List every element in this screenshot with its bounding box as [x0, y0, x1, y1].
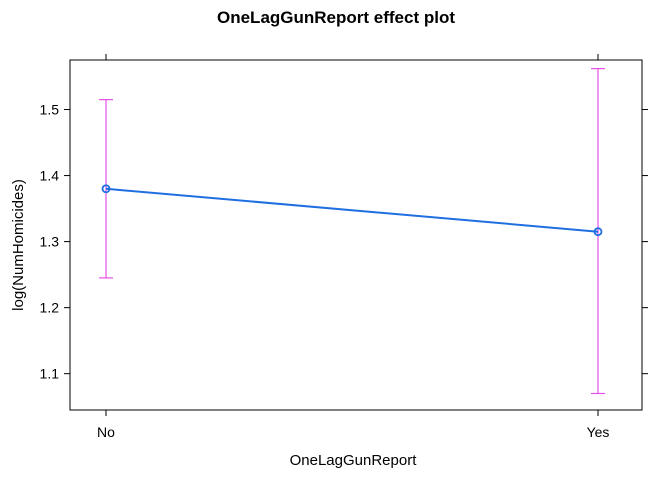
effect-point: [593, 227, 603, 237]
y-axis-ticks: 1.1 1.2 1.3 1.4 1.5: [40, 102, 648, 382]
effect-series: [101, 184, 603, 237]
y-tick-label: 1.3: [40, 234, 60, 250]
x-tick-label: No: [97, 424, 115, 440]
chart-title: OneLagGunReport effect plot: [217, 8, 455, 27]
y-tick-label: 1.2: [40, 300, 60, 316]
y-tick-label: 1.4: [40, 168, 60, 184]
x-axis-ticks: No Yes: [97, 54, 609, 440]
effect-point: [101, 184, 111, 194]
x-tick-label: Yes: [587, 424, 610, 440]
plot-frame: [69, 59, 643, 411]
y-axis-label: log(NumHomicides): [10, 179, 27, 311]
error-bars: [99, 67, 605, 395]
x-axis-label: OneLagGunReport: [290, 452, 418, 469]
effect-line: [105, 187, 599, 233]
y-tick-label: 1.1: [40, 366, 60, 382]
y-tick-label: 1.5: [40, 102, 60, 118]
